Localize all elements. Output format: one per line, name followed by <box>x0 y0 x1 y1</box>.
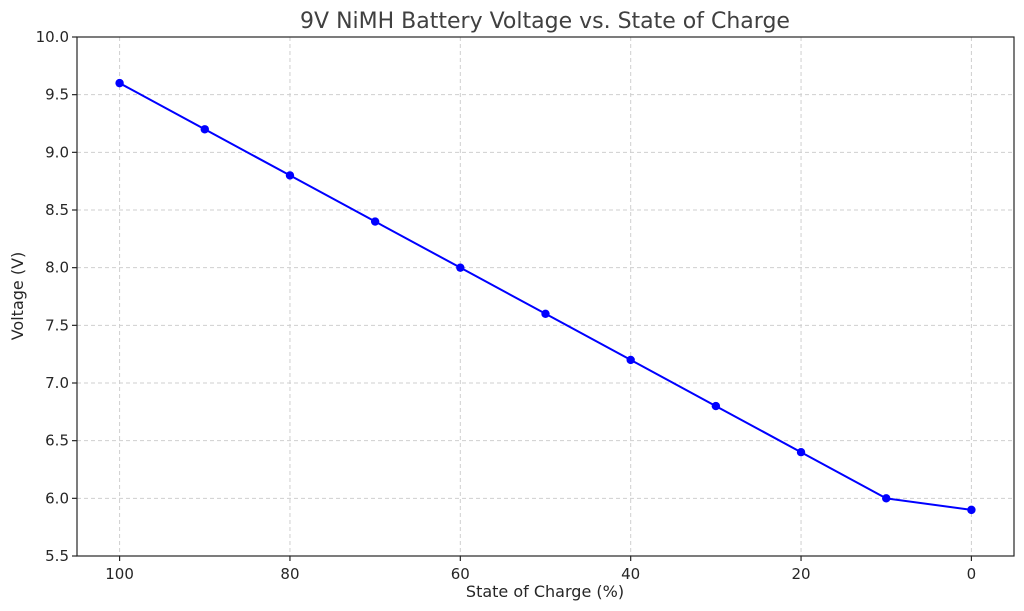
x-tick-label: 80 <box>280 565 299 583</box>
grid <box>77 36 1014 557</box>
series-line <box>119 82 972 511</box>
y-tick-label: 9.0 <box>45 143 69 161</box>
y-tick-label: 6.0 <box>45 489 69 507</box>
chart-title: 9V NiMH Battery Voltage vs. State of Cha… <box>300 9 790 34</box>
data-point <box>200 125 209 134</box>
y-tick-label: 8.0 <box>45 259 69 277</box>
y-tick-label: 7.5 <box>45 316 69 334</box>
data-point <box>456 263 465 272</box>
data-point <box>370 217 380 226</box>
y-tick-label: 8.5 <box>45 201 69 219</box>
y-tick-label: 10.0 <box>36 28 69 46</box>
y-tick-label: 7.0 <box>45 374 69 392</box>
x-tick-label: 60 <box>451 565 470 583</box>
axes <box>76 36 1015 557</box>
data-point <box>115 78 124 88</box>
data-point <box>626 355 635 365</box>
x-tick-label: 20 <box>791 565 810 583</box>
plot-frame <box>76 36 1015 557</box>
y-tick-label: 9.5 <box>45 86 69 104</box>
data-point <box>967 505 976 515</box>
y-axis-label: Voltage (V) <box>8 252 27 341</box>
x-axis-label: State of Charge (%) <box>466 582 624 601</box>
data-point <box>796 448 806 457</box>
data-point <box>541 309 550 318</box>
x-tick-label: 100 <box>105 565 134 583</box>
y-tick-label: 5.5 <box>45 547 69 565</box>
y-tick-label: 6.5 <box>45 432 69 450</box>
data-point <box>711 401 721 411</box>
x-tick-label: 40 <box>621 565 640 583</box>
ticks: 100 80 60 40 20 0 5.5 6.0 6.5 7.0 7.5 8.0 8.5 9.0 9.5 1… <box>36 28 977 583</box>
x-tick-label: 0 <box>967 565 977 583</box>
data-point <box>882 494 891 503</box>
series-layer <box>115 78 976 515</box>
data-point <box>285 171 295 180</box>
